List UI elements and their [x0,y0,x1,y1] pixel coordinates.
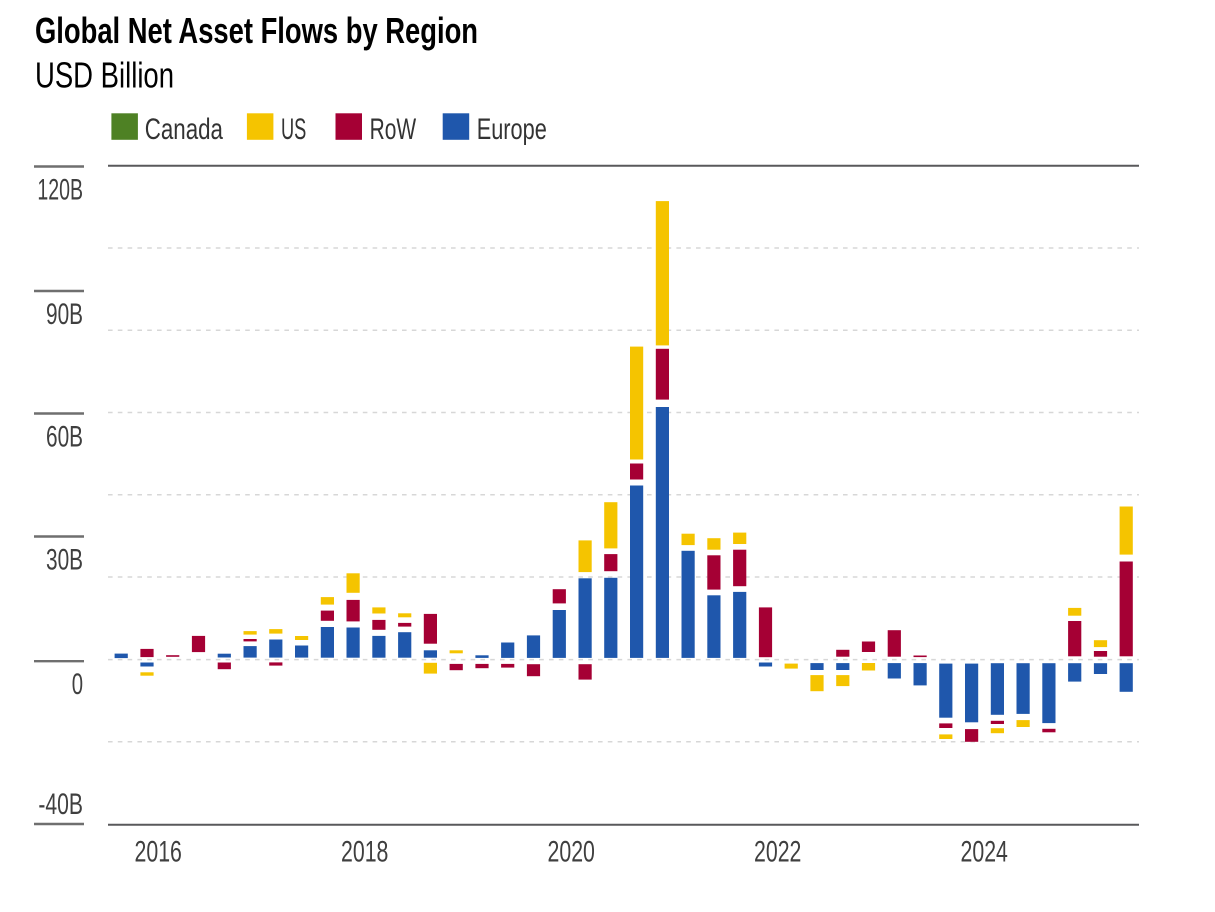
svg-text:2016: 2016 [135,835,182,868]
svg-text:RoW: RoW [370,113,417,146]
svg-text:90B: 90B [46,298,83,331]
svg-text:60B: 60B [46,420,83,453]
svg-text:Canada: Canada [145,113,224,146]
svg-text:2022: 2022 [754,835,801,868]
svg-text:USD Billion: USD Billion [35,55,174,96]
svg-text:US: US [281,113,306,146]
svg-text:-40B: -40B [38,788,83,821]
svg-text:2024: 2024 [961,835,1008,868]
svg-text:2020: 2020 [548,835,595,868]
svg-text:30B: 30B [46,543,83,576]
svg-text:120B: 120B [37,173,83,206]
svg-text:2018: 2018 [341,835,388,868]
svg-text:Europe: Europe [477,113,547,146]
svg-text:Global Net Asset Flows by Regi: Global Net Asset Flows by Region [35,10,478,51]
svg-text:0: 0 [72,668,83,701]
